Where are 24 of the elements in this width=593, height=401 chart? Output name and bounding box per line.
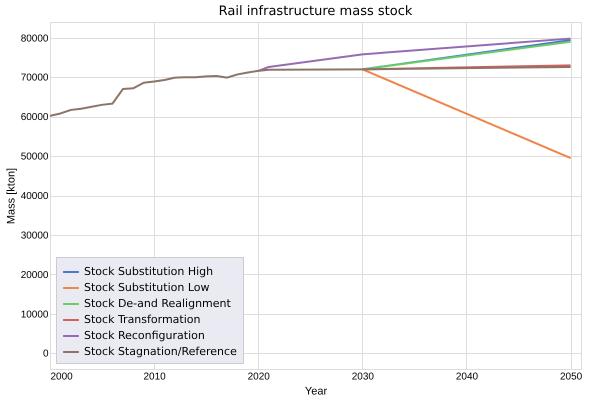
y-tick-label: 60000 [20,112,49,124]
legend-label: Stock Substitution High [84,265,214,278]
y-tick-label: 70000 [20,72,49,84]
x-tick-label: 2040 [456,372,479,382]
x-tick-label: 2010 [143,372,166,382]
y-tick-label: 30000 [20,230,49,242]
x-tick-label: 2020 [248,372,270,382]
y-tick-label: 10000 [20,309,49,320]
legend-label: Stock Transformation [84,313,200,326]
legend-label: Stock Reconfiguration [84,329,205,342]
legend-label: Stock Stagnation/Reference [84,345,238,358]
legend-label: Stock De-and Realignment [84,297,232,310]
x-tick-label: 2000 [50,372,74,382]
x-tick-label: 2030 [352,372,374,382]
chart-title: Rail infrastructure mass stock [218,4,413,19]
y-tick-label: 40000 [20,191,49,202]
y-tick-label: 0 [42,348,49,360]
y-tick-label: 50000 [20,152,49,163]
x-tick-label: 2050 [560,372,583,382]
y-tick-label: 80000 [20,33,49,44]
x-axis-title: Year [304,386,328,398]
y-tick-label: 20000 [20,270,49,281]
legend-label: Stock Substitution Low [84,281,210,294]
y-axis-title: Mass [kton] [6,168,18,224]
